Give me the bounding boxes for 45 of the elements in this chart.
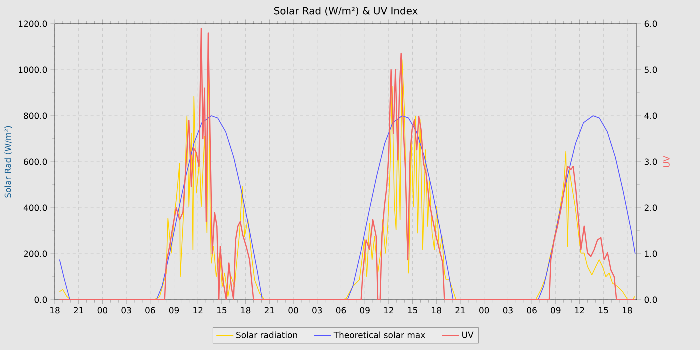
x-tick-label: 00 [288,307,298,314]
y-tick-label: 600.0 [24,158,48,166]
x-tick-label: 09 [169,307,180,314]
y-tick-label: 400.0 [24,204,48,212]
y-tick-label: 1000.0 [19,66,48,74]
y2-tick-label: 4.0 [644,112,658,120]
x-tick-label: 06 [527,307,537,314]
x-tick-label: 03 [312,307,322,314]
x-tick-label: 18 [432,307,442,314]
x-tick-label: 21 [456,307,466,314]
y2-tick-label: 6.0 [644,20,658,28]
x-tick-label: 15 [218,307,227,314]
y2-tick-label: 3.0 [644,158,658,166]
x-tick-label: 03 [122,307,132,314]
legend-label: UV [462,332,474,338]
x-tick-label: 00 [480,307,490,314]
x-tick-label: 18 [623,307,632,314]
x-tick-label: 21 [264,307,274,314]
y2-tick-label: 2.0 [644,204,658,212]
y2-tick-label: 5.0 [644,66,658,74]
y-tick-label: 1200.0 [19,20,48,28]
x-tick-label: 06 [336,307,346,314]
y-axis-title: Solar Rad (W/m²) [4,126,12,198]
x-tick-label: 12 [194,307,203,314]
x-tick-label: 12 [575,307,584,314]
x-tick-label: 15 [408,307,418,314]
y2-axis-title: UV [664,156,670,168]
chart-title: Solar Rad (W/m²) & UV Index [274,7,418,16]
x-tick-label: 21 [74,307,84,314]
x-tick-label: 09 [360,307,370,314]
legend-label: Solar radiation [236,332,298,338]
y-tick-label: 800.0 [24,112,48,120]
legend-label: Theoretical solar max [334,332,426,338]
x-tick-label: 18 [241,307,251,314]
x-tick-label: 06 [146,307,156,314]
y2-tick-label: 0.0 [644,296,658,304]
y-tick-label: 0.0 [34,296,48,304]
x-tick-label: 09 [551,307,561,314]
y-tick-label: 200.0 [24,250,48,258]
y2-tick-label: 1.0 [645,250,658,258]
x-tick-label: 18 [50,307,60,314]
x-tick-label: 00 [98,307,108,314]
x-tick-label: 15 [599,307,608,314]
x-tick-label: 12 [384,307,394,314]
x-tick-label: 03 [503,307,513,314]
